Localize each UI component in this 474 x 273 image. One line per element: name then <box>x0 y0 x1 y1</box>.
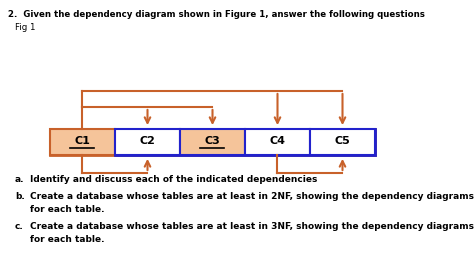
Text: C1: C1 <box>74 136 91 146</box>
Bar <box>310 129 375 155</box>
Text: for each table.: for each table. <box>30 205 104 214</box>
Text: C4: C4 <box>270 136 285 146</box>
Text: Identify and discuss each of the indicated dependencies: Identify and discuss each of the indicat… <box>30 175 318 184</box>
Text: c.: c. <box>15 222 24 231</box>
Text: Create a database whose tables are at least in 3NF, showing the dependency diagr: Create a database whose tables are at le… <box>30 222 474 231</box>
Bar <box>50 129 115 155</box>
Bar <box>245 129 310 155</box>
Bar <box>115 129 180 155</box>
Text: for each table.: for each table. <box>30 235 104 244</box>
Bar <box>180 129 245 155</box>
Bar <box>115 129 375 155</box>
Bar <box>50 129 375 155</box>
Text: C5: C5 <box>335 136 350 146</box>
Text: Create a database whose tables are at least in 2NF, showing the dependency diagr: Create a database whose tables are at le… <box>30 192 474 201</box>
Text: a.: a. <box>15 175 25 184</box>
Text: C3: C3 <box>205 136 220 146</box>
Text: C2: C2 <box>139 136 155 146</box>
Text: Fig 1: Fig 1 <box>15 23 36 32</box>
Text: 2.  Given the dependency diagram shown in Figure 1, answer the following questio: 2. Given the dependency diagram shown in… <box>8 10 425 19</box>
Text: b.: b. <box>15 192 25 201</box>
